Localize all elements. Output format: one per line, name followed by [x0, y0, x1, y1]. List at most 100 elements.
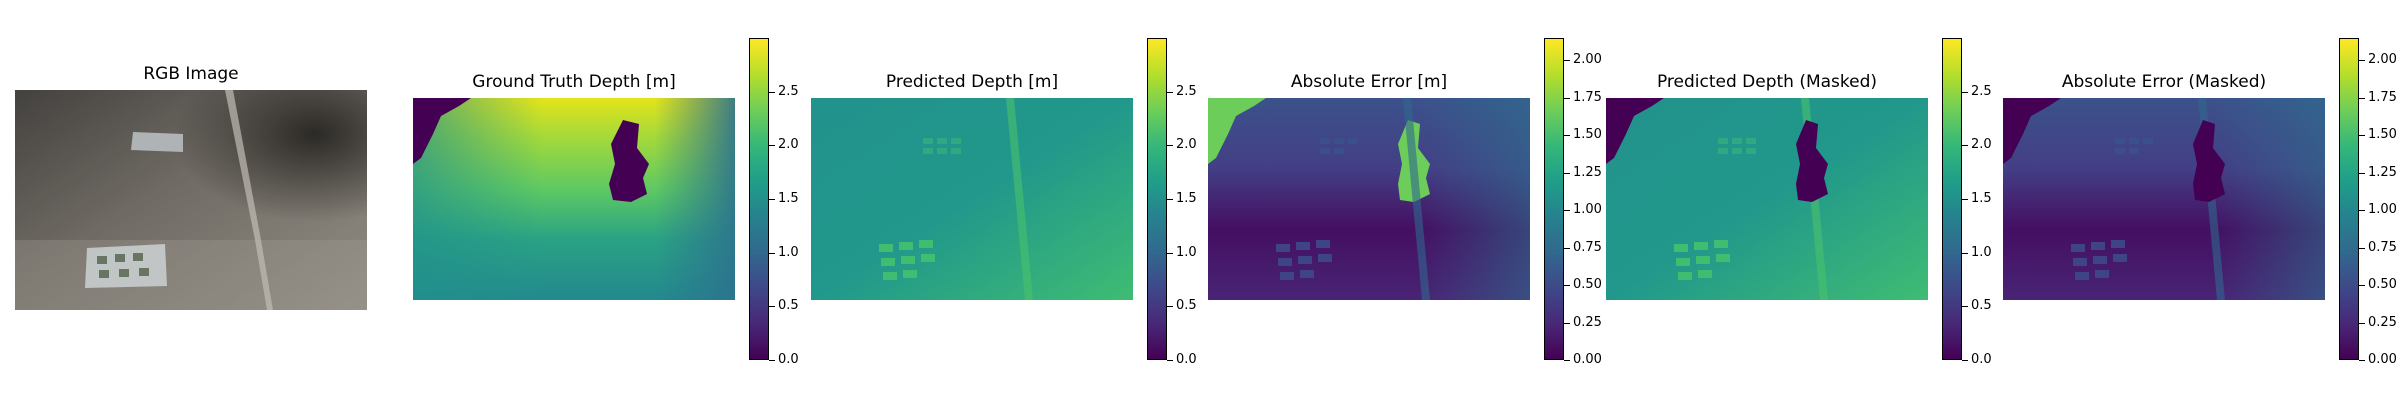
- colorbar-tick-label: 1.5: [778, 191, 799, 206]
- colorbar-tick-label: 0.75: [1573, 239, 1602, 255]
- colorbar-tick-label: 1.25: [2368, 164, 2397, 180]
- colorbar-tick-mark: [2359, 135, 2365, 137]
- colorbar-tick-label: 0.5: [1971, 298, 1992, 314]
- colorbar-tick-mark: [1564, 172, 1570, 174]
- colorbar-tick-label: 0.75: [2368, 239, 2397, 255]
- colorbar-tick-mark: [1564, 322, 1570, 324]
- colorbar-tick-mark: [1962, 306, 1968, 308]
- colorbar-tick-mark: [1564, 285, 1570, 287]
- colorbar-tick-mark: [2359, 285, 2365, 287]
- colorbar-tick-label: 1.00: [2368, 202, 2397, 218]
- colorbar-tick-mark: [1167, 145, 1173, 147]
- colorbar-tick-label: 1.5: [1176, 191, 1197, 206]
- colorbar-tick-mark: [2359, 210, 2365, 212]
- colorbar-tick-label: 1.00: [1573, 202, 1602, 218]
- colorbar-tick-mark: [1167, 306, 1173, 308]
- depth-map-image: [1606, 98, 1928, 300]
- colorbar-tick-label: 2.5: [1176, 83, 1197, 99]
- colorbar-tick-mark: [1962, 91, 1968, 93]
- colorbar-gradient: [749, 38, 769, 360]
- colorbar-tick-label: 2.0: [778, 137, 799, 153]
- panel-title: Predicted Depth (Masked): [1656, 72, 1878, 92]
- colorbar-gradient: [1544, 38, 1564, 360]
- colorbar-gradient: [1147, 38, 1167, 360]
- colorbar-tick-label: 2.5: [778, 83, 799, 99]
- colorbar-tick-label: 0.0: [778, 352, 799, 367]
- colorbar-tick-mark: [769, 306, 775, 308]
- colorbar-tick-label: 2.0: [1176, 137, 1197, 153]
- rgb-image-panel: RGB Image: [15, 60, 367, 310]
- colorbar-tick-mark: [1564, 247, 1570, 249]
- ground-truth-depth-panel: Ground Truth Depth [m]: [413, 38, 799, 367]
- colorbar-tick-mark: [1564, 210, 1570, 212]
- error-map-image: [2003, 98, 2325, 300]
- colorbar: 0.00 0.25 0.50 0.75 1.00 1.25 1.50 1.75 2.00: [1544, 38, 1602, 367]
- colorbar-tick-label: 0.25: [2368, 314, 2397, 330]
- colorbar-tick-label: 2.00: [2368, 52, 2397, 68]
- colorbar-tick-label: 2.00: [1573, 52, 1602, 68]
- colorbar-tick-label: 1.75: [1573, 89, 1602, 105]
- colorbar-tick-mark: [1962, 145, 1968, 147]
- colorbar-tick-label: 1.50: [1573, 127, 1602, 143]
- panel-title: Predicted Depth [m]: [885, 72, 1059, 92]
- colorbar-tick-label: 0.5: [1176, 298, 1197, 314]
- colorbar-tick-mark: [1962, 252, 1968, 254]
- colorbar-tick-mark: [2359, 172, 2365, 174]
- colorbar-tick-label: 0.00: [2368, 352, 2397, 367]
- colorbar-tick-label: 1.0: [1176, 244, 1197, 260]
- colorbar-tick-mark: [1167, 199, 1173, 200]
- colorbar-tick-label: 0.50: [2368, 277, 2397, 293]
- colorbar-tick-label: 0.25: [1573, 314, 1602, 330]
- colorbar-tick-mark: [769, 145, 775, 147]
- depth-map-image: [413, 98, 735, 300]
- colorbar-tick-label: 2.5: [1971, 83, 1992, 99]
- panel-title: Ground Truth Depth [m]: [472, 72, 676, 92]
- colorbar: 0.0 0.5 1.0 1.5 2.0 2.5: [1147, 38, 1197, 367]
- absolute-error-masked-panel: Absolute Error (Masked): [2003, 38, 2397, 367]
- colorbar-tick-label: 0.5: [778, 298, 799, 314]
- colorbar: 0.00 0.25 0.50 0.75 1.00 1.25 1.50 1.75 2.00: [2339, 38, 2397, 367]
- colorbar-tick-mark: [1167, 252, 1173, 254]
- depth-map-image: [811, 98, 1133, 300]
- colorbar-tick-label: 1.5: [1971, 191, 1992, 206]
- colorbar-tick-mark: [1564, 97, 1570, 99]
- panel-title: Absolute Error [m]: [1290, 72, 1448, 92]
- error-map-image: [1208, 98, 1530, 300]
- colorbar-tick-label: 0.00: [1573, 352, 1602, 367]
- colorbar-tick-mark: [1564, 135, 1570, 137]
- colorbar-tick-mark: [769, 199, 775, 200]
- colorbar-gradient: [2339, 38, 2359, 360]
- colorbar-tick-mark: [1962, 360, 1968, 361]
- colorbar-tick-mark: [1564, 360, 1570, 361]
- colorbar-tick-mark: [2359, 360, 2365, 361]
- colorbar: 0.0 0.5 1.0 1.5 2.0 2.5: [1942, 38, 1992, 367]
- colorbar-tick-mark: [769, 252, 775, 254]
- colorbar-tick-mark: [1564, 60, 1570, 62]
- colorbar-tick-mark: [2359, 97, 2365, 99]
- panel-title: Absolute Error (Masked): [2061, 72, 2267, 92]
- colorbar-gradient: [1942, 38, 1962, 360]
- rgb-image: [15, 90, 367, 310]
- colorbar-tick-label: 1.75: [2368, 89, 2397, 105]
- colorbar-tick-mark: [1167, 360, 1173, 361]
- colorbar: 0.0 0.5 1.0 1.5 2.0 2.5: [749, 38, 799, 367]
- colorbar-tick-label: 0.0: [1971, 352, 1992, 367]
- colorbar-tick-label: 1.0: [778, 244, 799, 260]
- absolute-error-panel: Absolute Error [m]: [1208, 38, 1602, 367]
- colorbar-tick-label: 2.0: [1971, 137, 1992, 153]
- colorbar-tick-mark: [769, 360, 775, 361]
- predicted-depth-panel: Predicted Depth [m]: [811, 38, 1197, 367]
- colorbar-tick-label: 0.0: [1176, 352, 1197, 367]
- colorbar-tick-mark: [2359, 322, 2365, 324]
- colorbar-tick-label: 0.50: [1573, 277, 1602, 293]
- colorbar-tick-mark: [2359, 60, 2365, 62]
- colorbar-tick-mark: [769, 91, 775, 93]
- colorbar-tick-mark: [1167, 91, 1173, 93]
- colorbar-tick-label: 1.0: [1971, 244, 1992, 260]
- colorbar-tick-label: 1.25: [1573, 164, 1602, 180]
- colorbar-tick-mark: [2359, 247, 2365, 249]
- colorbar-tick-mark: [1962, 199, 1968, 200]
- panel-title: RGB Image: [143, 64, 239, 84]
- colorbar-tick-label: 1.50: [2368, 127, 2397, 143]
- predicted-depth-masked-panel: Predicted Depth (Masked): [1606, 38, 1992, 367]
